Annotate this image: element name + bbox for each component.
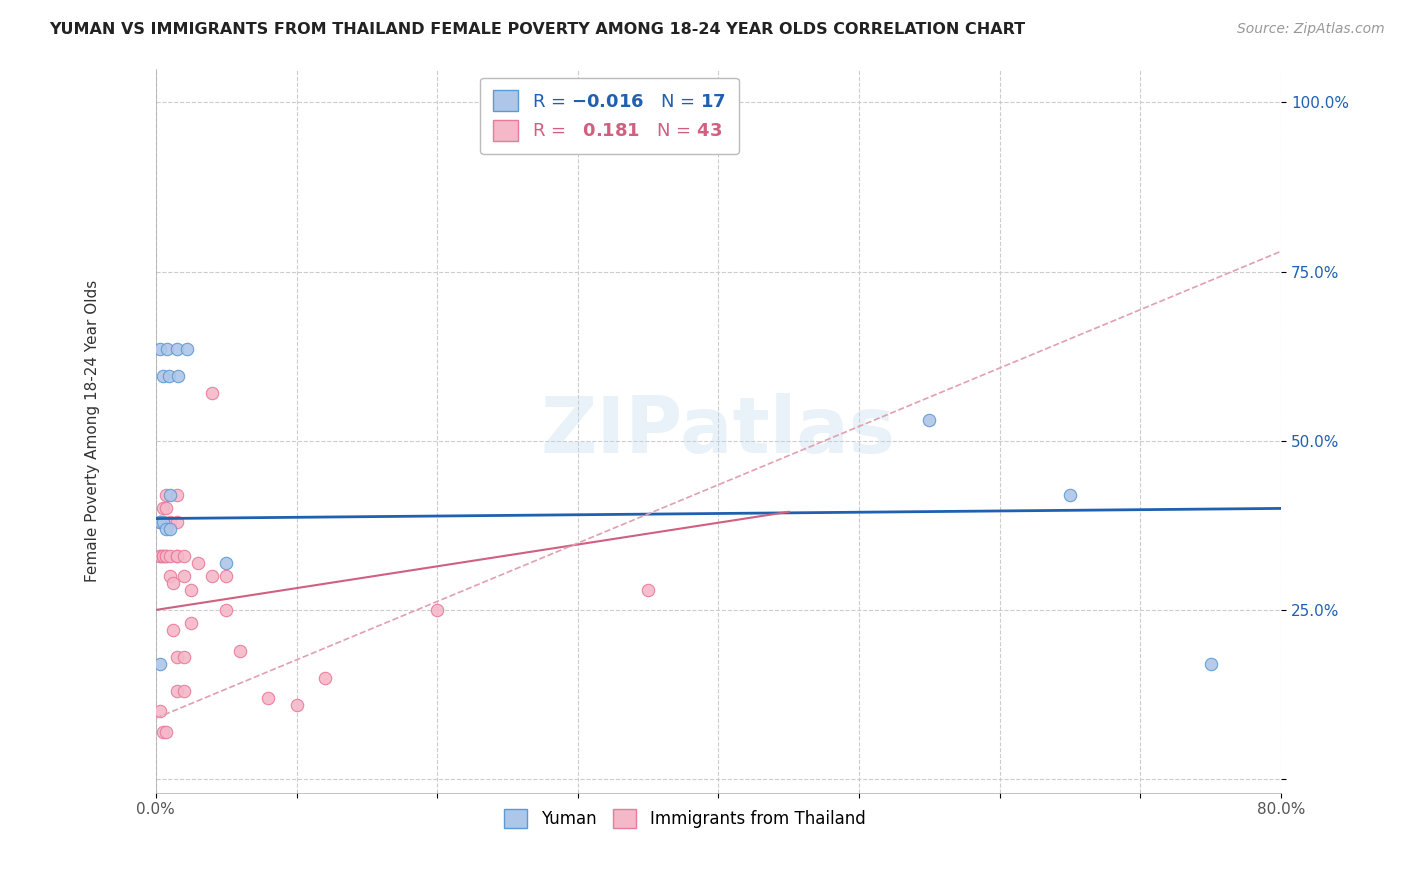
Point (173, 684, 195, 698)
Point (157, 369, 180, 384)
Point (637, 582, 659, 597)
Point (155, 488, 177, 502)
Point (180, 616, 202, 631)
Point (155, 549, 177, 563)
Point (166, 549, 188, 563)
Point (215, 569, 238, 583)
Point (166, 343, 188, 357)
Point (156, 343, 179, 357)
Point (155, 501, 177, 516)
Point (201, 569, 224, 583)
Point (149, 549, 172, 563)
Point (152, 515, 174, 529)
Text: Source: ZipAtlas.com: Source: ZipAtlas.com (1237, 22, 1385, 37)
Point (149, 705, 172, 719)
Text: ZIPatlas: ZIPatlas (541, 392, 896, 468)
Point (1059, 488, 1081, 502)
Point (918, 413, 941, 427)
Point (159, 569, 181, 583)
Point (180, 582, 202, 597)
Point (229, 643, 252, 657)
Text: YUMAN VS IMMIGRANTS FROM THAILAND FEMALE POVERTY AMONG 18-24 YEAR OLDS CORRELATI: YUMAN VS IMMIGRANTS FROM THAILAND FEMALE… (49, 22, 1025, 37)
Point (152, 724, 174, 739)
Point (166, 549, 188, 563)
Point (167, 369, 190, 384)
Point (162, 575, 184, 590)
Y-axis label: Female Poverty Among 18-24 Year Olds: Female Poverty Among 18-24 Year Olds (86, 279, 100, 582)
Point (173, 650, 195, 665)
Point (1199, 657, 1222, 671)
Point (159, 549, 181, 563)
Point (155, 724, 177, 739)
Point (257, 690, 280, 705)
Point (176, 343, 198, 357)
Point (152, 549, 174, 563)
Point (162, 624, 184, 638)
Point (149, 657, 172, 671)
Point (166, 650, 188, 665)
Point (152, 549, 174, 563)
Point (149, 549, 172, 563)
Point (173, 549, 195, 563)
Point (166, 515, 188, 529)
Point (215, 556, 238, 570)
Point (149, 515, 172, 529)
Point (152, 515, 174, 529)
Point (159, 522, 181, 536)
Point (166, 684, 188, 698)
Point (201, 386, 224, 401)
Point (173, 569, 195, 583)
Point (149, 515, 172, 529)
Point (159, 515, 181, 529)
Point (215, 603, 238, 617)
Point (155, 522, 177, 536)
Point (166, 488, 188, 502)
Point (285, 698, 308, 712)
Point (152, 501, 174, 516)
Point (149, 515, 172, 529)
Legend: Yuman, Immigrants from Thailand: Yuman, Immigrants from Thailand (498, 803, 872, 835)
Point (159, 488, 181, 502)
Point (314, 671, 336, 685)
Point (187, 556, 209, 570)
Point (149, 343, 172, 357)
Point (152, 369, 174, 384)
Point (155, 549, 177, 563)
Point (426, 603, 449, 617)
